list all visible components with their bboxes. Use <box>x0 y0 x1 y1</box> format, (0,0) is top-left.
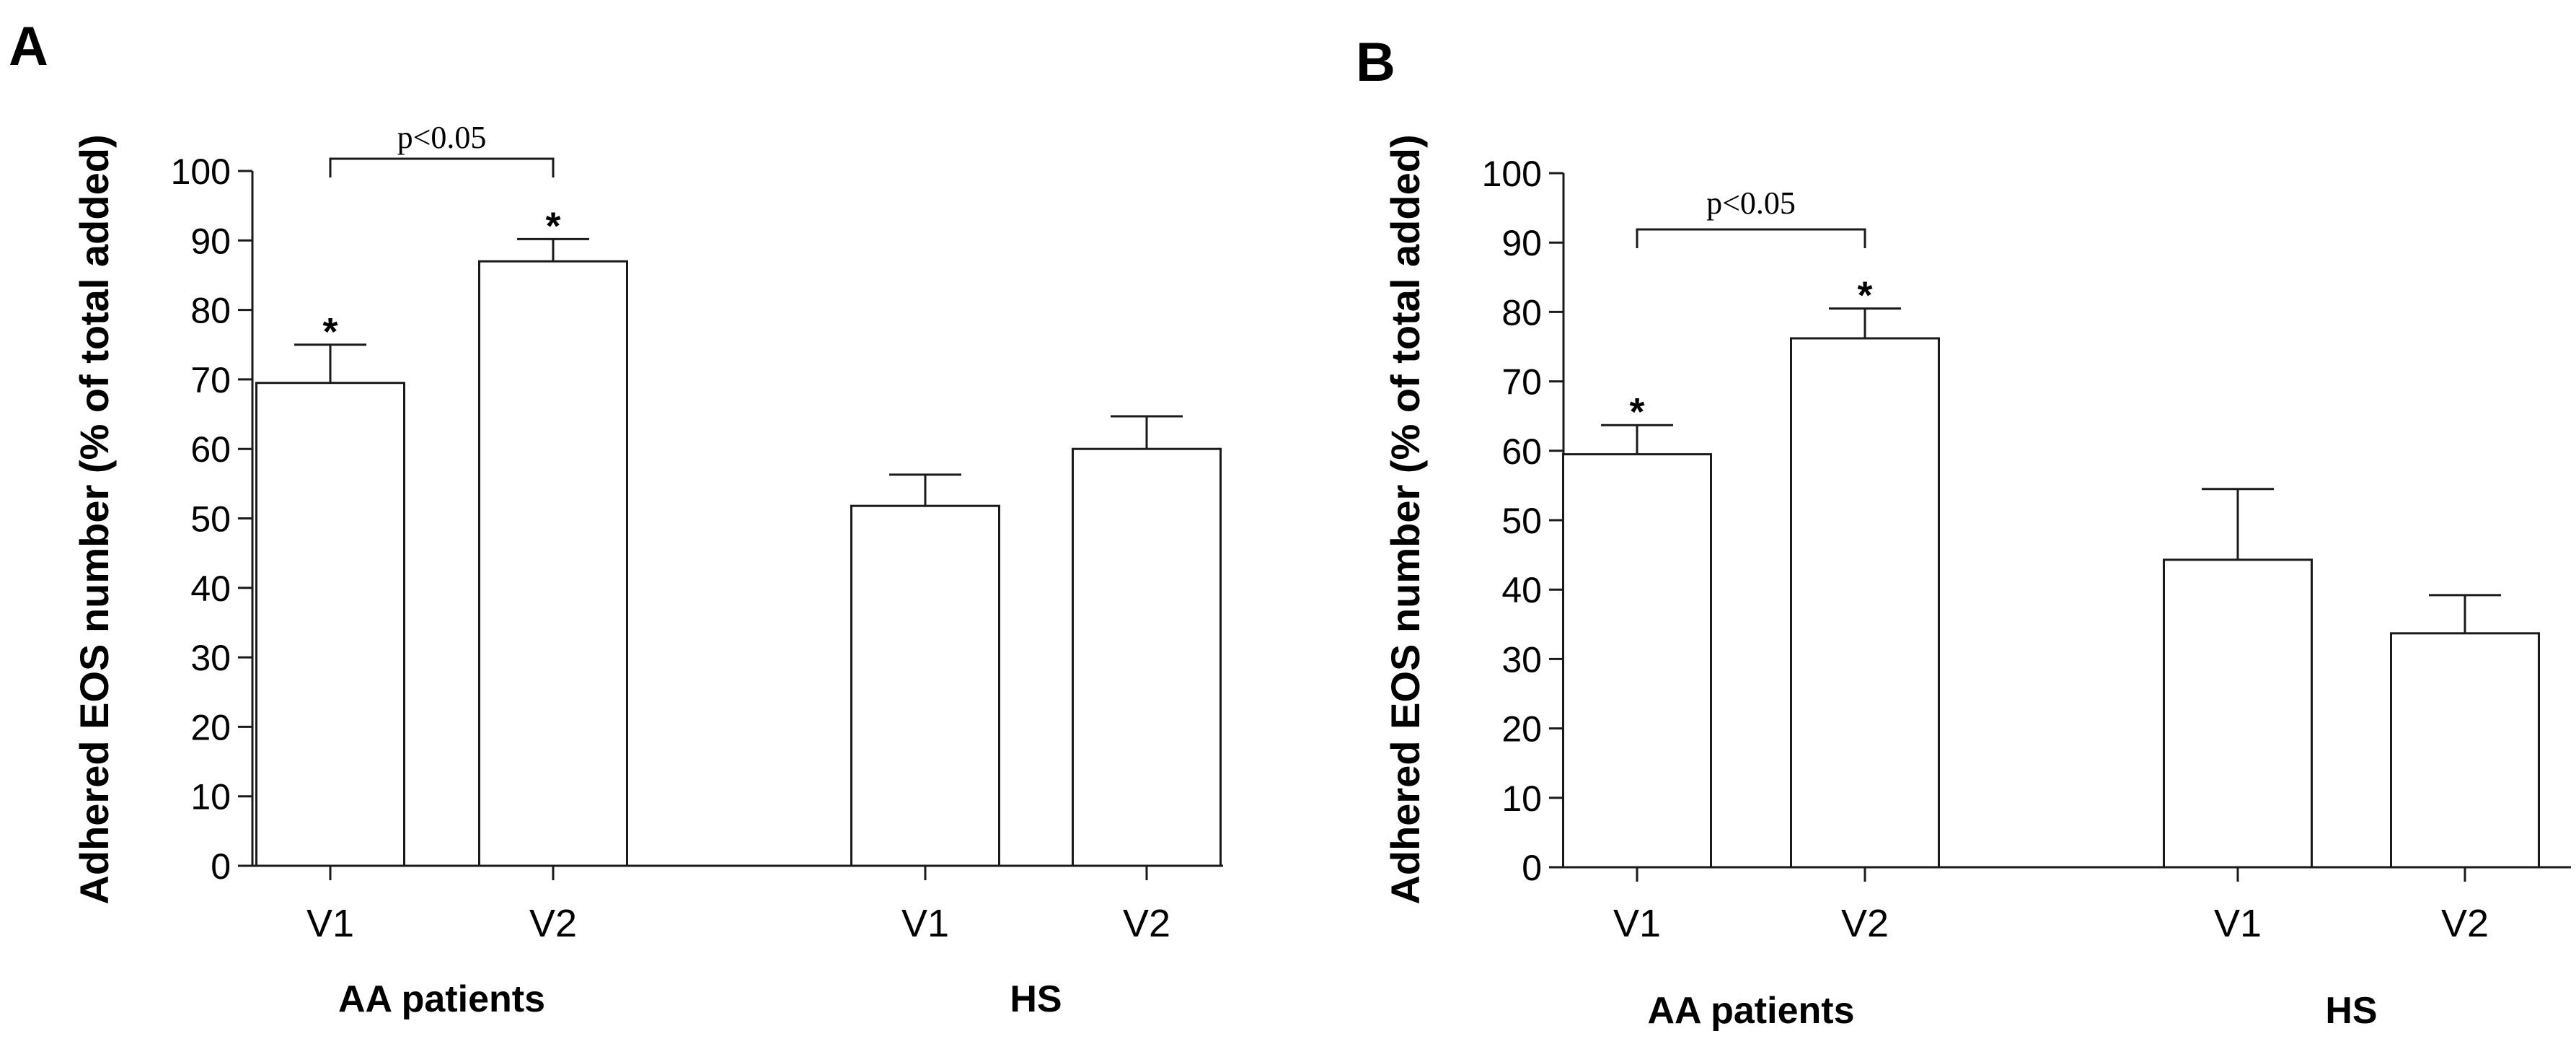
bar <box>1562 453 1712 869</box>
x-tick-label: V2 <box>1841 902 1889 945</box>
y-tick-label: 70 <box>1501 362 1542 403</box>
group-label: HS <box>1010 978 1062 1020</box>
significance-label: p<0.05 <box>1706 185 1796 221</box>
y-tick-label: 10 <box>1501 778 1542 819</box>
axes: 0 10 20 30 40 50 60 70 80 90 100 <box>171 152 1223 887</box>
significance-star: * <box>1629 390 1644 434</box>
bar <box>2390 632 2540 869</box>
bar <box>1790 337 1940 869</box>
y-axis-label: Adhered EOS number (% of total added) <box>1382 134 1428 904</box>
y-tick-label: 50 <box>1501 501 1542 541</box>
chart-panel-a: A Adhered EOS number (% of total added) … <box>9 16 1223 1020</box>
x-tick-label: V2 <box>1123 902 1170 945</box>
significance-bracket <box>1636 228 1866 248</box>
y-axis-label: Adhered EOS number (% of total added) <box>71 134 117 904</box>
y-tick-label: 10 <box>190 777 231 817</box>
y-tick-label: 80 <box>190 291 231 331</box>
significance-bracket <box>329 157 555 177</box>
x-tick-label: V1 <box>2214 902 2262 945</box>
bars: ** <box>255 157 1222 867</box>
y-tick-label: 30 <box>190 638 231 678</box>
significance-star: * <box>545 204 560 247</box>
y-tick-label: 80 <box>1501 292 1542 333</box>
significance-star: * <box>322 310 338 354</box>
significance-star: * <box>1857 274 1872 317</box>
y-tick-label: 100 <box>171 152 231 192</box>
bar <box>2163 558 2313 869</box>
bar <box>478 260 628 867</box>
y-tick-label: 20 <box>1501 709 1542 750</box>
y-tick-label: 60 <box>1501 431 1542 472</box>
x-tick-label: V2 <box>2441 902 2489 945</box>
bars: ** <box>1562 228 2540 869</box>
y-tick-label: 40 <box>190 569 231 609</box>
group-label: HS <box>2325 990 2377 1032</box>
panel-label: A <box>9 16 48 77</box>
bar <box>850 504 1000 867</box>
group-label: AA patients <box>338 978 545 1020</box>
y-tick-label: 0 <box>211 846 231 887</box>
y-tick-label: 60 <box>190 429 231 470</box>
y-tick-label: 90 <box>1501 223 1542 263</box>
x-tick-label: V1 <box>1613 902 1661 945</box>
y-tick-label: 40 <box>1501 570 1542 610</box>
x-tick-label: V1 <box>306 902 354 945</box>
y-tick-label: 70 <box>190 360 231 400</box>
y-tick-label: 50 <box>190 499 231 540</box>
y-tick-label: 90 <box>190 221 231 261</box>
y-tick-label: 20 <box>190 707 231 747</box>
panel-label: B <box>1356 32 1395 93</box>
x-tick-label: V1 <box>901 902 949 945</box>
significance-label: p<0.05 <box>397 120 487 155</box>
y-tick-label: 0 <box>1522 848 1542 888</box>
x-tick-label: V2 <box>529 902 577 945</box>
y-tick-label: 30 <box>1501 639 1542 680</box>
group-label: AA patients <box>1648 990 1855 1032</box>
y-tick-label: 100 <box>1482 154 1542 194</box>
chart-panel-b: B Adhered EOS number (% of total added) … <box>1356 32 2571 1032</box>
bar <box>255 382 405 867</box>
bar <box>1072 447 1222 867</box>
